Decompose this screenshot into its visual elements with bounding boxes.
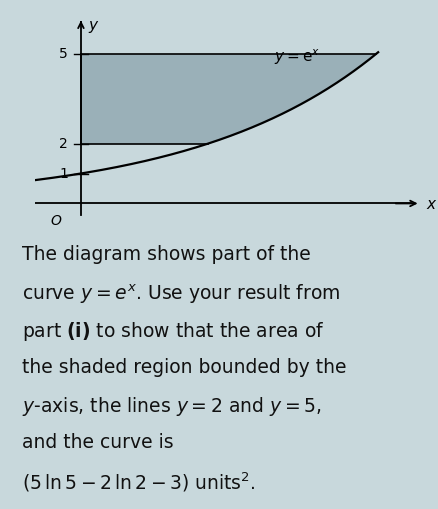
Text: curve $y = e^x$. Use your result from: curve $y = e^x$. Use your result from [22,283,340,306]
Text: part $\mathbf{(i)}$ to show that the area of: part $\mathbf{(i)}$ to show that the are… [22,320,324,344]
Text: 5: 5 [59,47,68,61]
Text: 2: 2 [59,136,68,151]
Text: $x$: $x$ [426,197,438,212]
Text: and the curve is: and the curve is [22,433,173,451]
Text: $y$: $y$ [88,19,100,35]
Text: $O$: $O$ [50,214,63,228]
Text: $y = \mathrm{e}^x$: $y = \mathrm{e}^x$ [274,48,320,67]
Text: the shaded region bounded by the: the shaded region bounded by the [22,358,346,377]
Text: $(5\,\mathrm{ln}\,5 - 2\,\mathrm{ln}\,2 - 3)$ units$^2$.: $(5\,\mathrm{ln}\,5 - 2\,\mathrm{ln}\,2 … [22,470,256,494]
Text: The diagram shows part of the: The diagram shows part of the [22,245,311,265]
Text: $y$-axis, the lines $y = 2$ and $y = 5$,: $y$-axis, the lines $y = 2$ and $y = 5$, [22,395,321,418]
Text: 1: 1 [59,166,68,181]
